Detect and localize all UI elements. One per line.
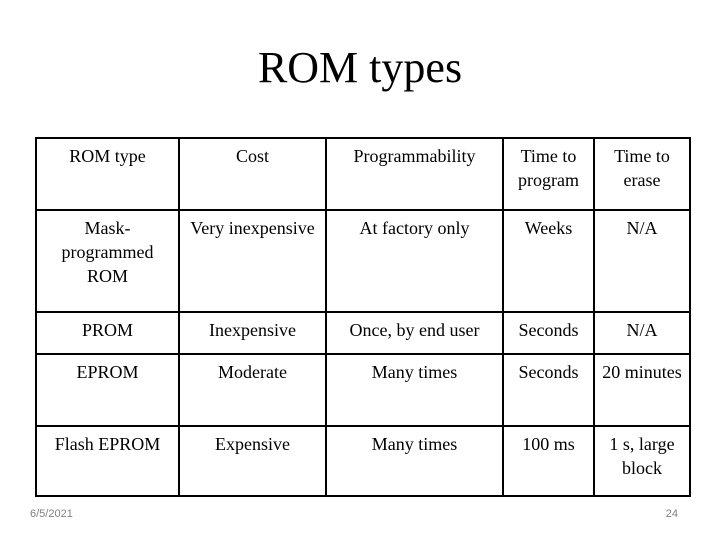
cell-time-to-erase: N/A xyxy=(593,209,691,313)
table-row: Flash EPROM Expensive Many times 100 ms … xyxy=(35,425,691,497)
table-row: Mask-programmed ROM Very inexpensive At … xyxy=(35,209,691,313)
table-header-row: ROM type Cost Programmability Time to pr… xyxy=(35,137,691,211)
rom-types-table: ROM type Cost Programmability Time to pr… xyxy=(35,137,691,497)
cell-time-to-program: Seconds xyxy=(502,353,595,427)
header-rom-type: ROM type xyxy=(35,137,180,211)
cell-rom-type: Flash EPROM xyxy=(35,425,180,497)
cell-programmability: Once, by end user xyxy=(325,311,504,355)
table-row: EPROM Moderate Many times Seconds 20 min… xyxy=(35,353,691,427)
slide-date: 6/5/2021 xyxy=(30,508,73,520)
header-time-to-program: Time to program xyxy=(502,137,595,211)
cell-programmability: Many times xyxy=(325,425,504,497)
slide-page-number: 24 xyxy=(665,508,678,520)
cell-cost: Expensive xyxy=(178,425,327,497)
header-time-to-erase: Time to erase xyxy=(593,137,691,211)
cell-programmability: Many times xyxy=(325,353,504,427)
cell-rom-type: PROM xyxy=(35,311,180,355)
cell-time-to-program: Seconds xyxy=(502,311,595,355)
cell-time-to-erase: N/A xyxy=(593,311,691,355)
cell-programmability: At factory only xyxy=(325,209,504,313)
cell-cost: Very inexpensive xyxy=(178,209,327,313)
table-row: PROM Inexpensive Once, by end user Secon… xyxy=(35,311,691,355)
cell-rom-type: EPROM xyxy=(35,353,180,427)
cell-time-to-erase: 20 minutes xyxy=(593,353,691,427)
cell-rom-type: Mask-programmed ROM xyxy=(35,209,180,313)
cell-time-to-erase: 1 s, large block xyxy=(593,425,691,497)
cell-cost: Inexpensive xyxy=(178,311,327,355)
slide-title: ROM types xyxy=(257,43,463,92)
header-cost: Cost xyxy=(178,137,327,211)
cell-cost: Moderate xyxy=(178,353,327,427)
cell-time-to-program: Weeks xyxy=(502,209,595,313)
cell-time-to-program: 100 ms xyxy=(502,425,595,497)
header-programmability: Programmability xyxy=(325,137,504,211)
